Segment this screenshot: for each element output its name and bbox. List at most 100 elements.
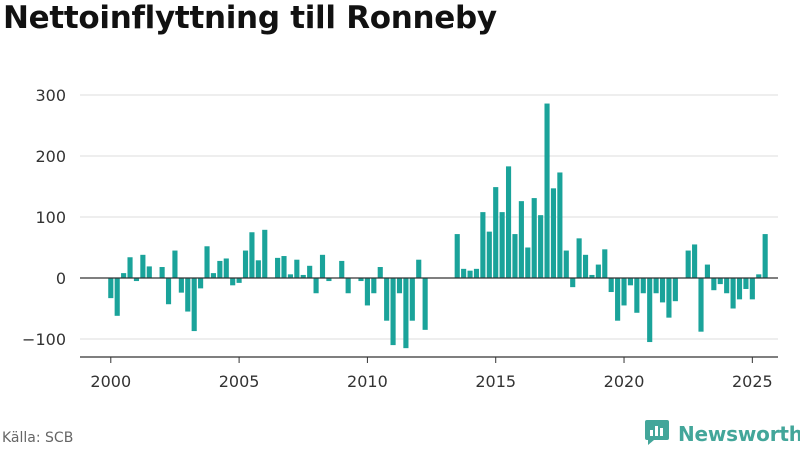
bar — [493, 187, 499, 278]
bar — [409, 278, 415, 321]
y-tick-label: 300 — [35, 86, 66, 105]
bar — [538, 215, 544, 278]
bar — [473, 268, 480, 278]
bar — [653, 278, 659, 294]
x-axis-labels: 2000 2005 2010 2015 2020 2025 — [90, 372, 772, 391]
bar — [121, 273, 127, 278]
bar — [287, 274, 293, 278]
bar — [230, 278, 236, 286]
bar — [191, 278, 197, 332]
bar — [255, 260, 261, 278]
y-tick-label: 0 — [56, 269, 66, 288]
bar — [621, 278, 627, 306]
bar — [627, 278, 634, 286]
bar — [640, 278, 646, 294]
bar — [371, 278, 377, 294]
bar — [704, 264, 710, 278]
x-tick-label: 2005 — [219, 372, 260, 391]
y-tick-label: −100 — [22, 330, 66, 349]
bar — [454, 234, 460, 278]
bar — [749, 278, 755, 300]
y-tick-label: 100 — [35, 208, 66, 227]
x-tick-label: 2000 — [90, 372, 131, 391]
bar — [531, 198, 537, 278]
bar — [178, 278, 184, 293]
bar — [127, 257, 133, 278]
bar — [499, 212, 505, 278]
bar — [762, 234, 768, 278]
newsworthy-logo-icon — [644, 418, 670, 450]
bar — [326, 278, 332, 282]
bar — [736, 278, 743, 300]
bar — [698, 278, 704, 332]
bar — [505, 166, 512, 278]
bar — [615, 278, 621, 321]
bar — [364, 278, 370, 306]
bar — [108, 278, 114, 299]
bar — [384, 278, 390, 321]
axes — [80, 277, 778, 363]
bar — [300, 274, 306, 278]
bar — [544, 103, 550, 278]
bar — [249, 232, 255, 278]
bar — [275, 257, 281, 278]
bar — [114, 278, 120, 316]
bar — [140, 254, 146, 278]
bar — [242, 250, 249, 278]
bar — [659, 278, 666, 303]
x-tick-label: 2010 — [347, 372, 388, 391]
bar — [210, 273, 217, 278]
bar — [480, 212, 486, 278]
bar — [416, 259, 422, 278]
bar — [602, 249, 608, 278]
bar — [589, 274, 595, 278]
bar — [159, 267, 165, 278]
bar — [262, 229, 268, 278]
bar — [217, 260, 223, 278]
bar — [358, 278, 364, 282]
bar — [595, 264, 601, 278]
x-tick-label: 2025 — [732, 372, 773, 391]
gridlines — [80, 94, 778, 340]
bar — [582, 254, 589, 278]
bar — [692, 244, 698, 278]
bar — [345, 278, 351, 294]
bar — [198, 278, 204, 289]
bar — [165, 278, 172, 305]
bar — [377, 267, 383, 278]
bar — [576, 238, 582, 278]
bar — [486, 231, 492, 278]
brand-name: Newsworthy — [678, 422, 800, 446]
y-axis-labels: 300 200 100 0 −100 — [22, 86, 66, 349]
bar — [634, 278, 640, 313]
bar — [294, 259, 300, 278]
bar — [319, 254, 326, 278]
bar — [390, 278, 396, 346]
bar — [666, 278, 672, 318]
x-tick-label: 2015 — [475, 372, 516, 391]
x-tick-label: 2020 — [604, 372, 645, 391]
bar — [756, 274, 762, 278]
bar — [647, 278, 653, 343]
bar — [396, 278, 403, 294]
bar — [467, 270, 473, 278]
bar — [313, 278, 319, 294]
bar — [685, 250, 691, 278]
bar — [557, 172, 563, 278]
bar — [403, 278, 409, 349]
bar-chart: 300 200 100 0 −100 2000 2005 2010 2015 2020 2025 — [22, 86, 778, 391]
bar — [281, 256, 287, 278]
brand-logo[interactable]: Newsworthy — [644, 419, 800, 449]
bar — [204, 246, 210, 278]
y-tick-label: 200 — [35, 147, 66, 166]
bar — [461, 268, 467, 278]
bar — [223, 258, 229, 278]
bar — [339, 260, 345, 278]
bar — [185, 278, 191, 312]
bar — [570, 278, 576, 288]
bar — [550, 188, 557, 278]
bar — [518, 201, 524, 278]
bar — [608, 278, 614, 293]
bar — [307, 265, 313, 278]
chart-title: Nettoinflyttning till Ronneby — [3, 0, 497, 36]
